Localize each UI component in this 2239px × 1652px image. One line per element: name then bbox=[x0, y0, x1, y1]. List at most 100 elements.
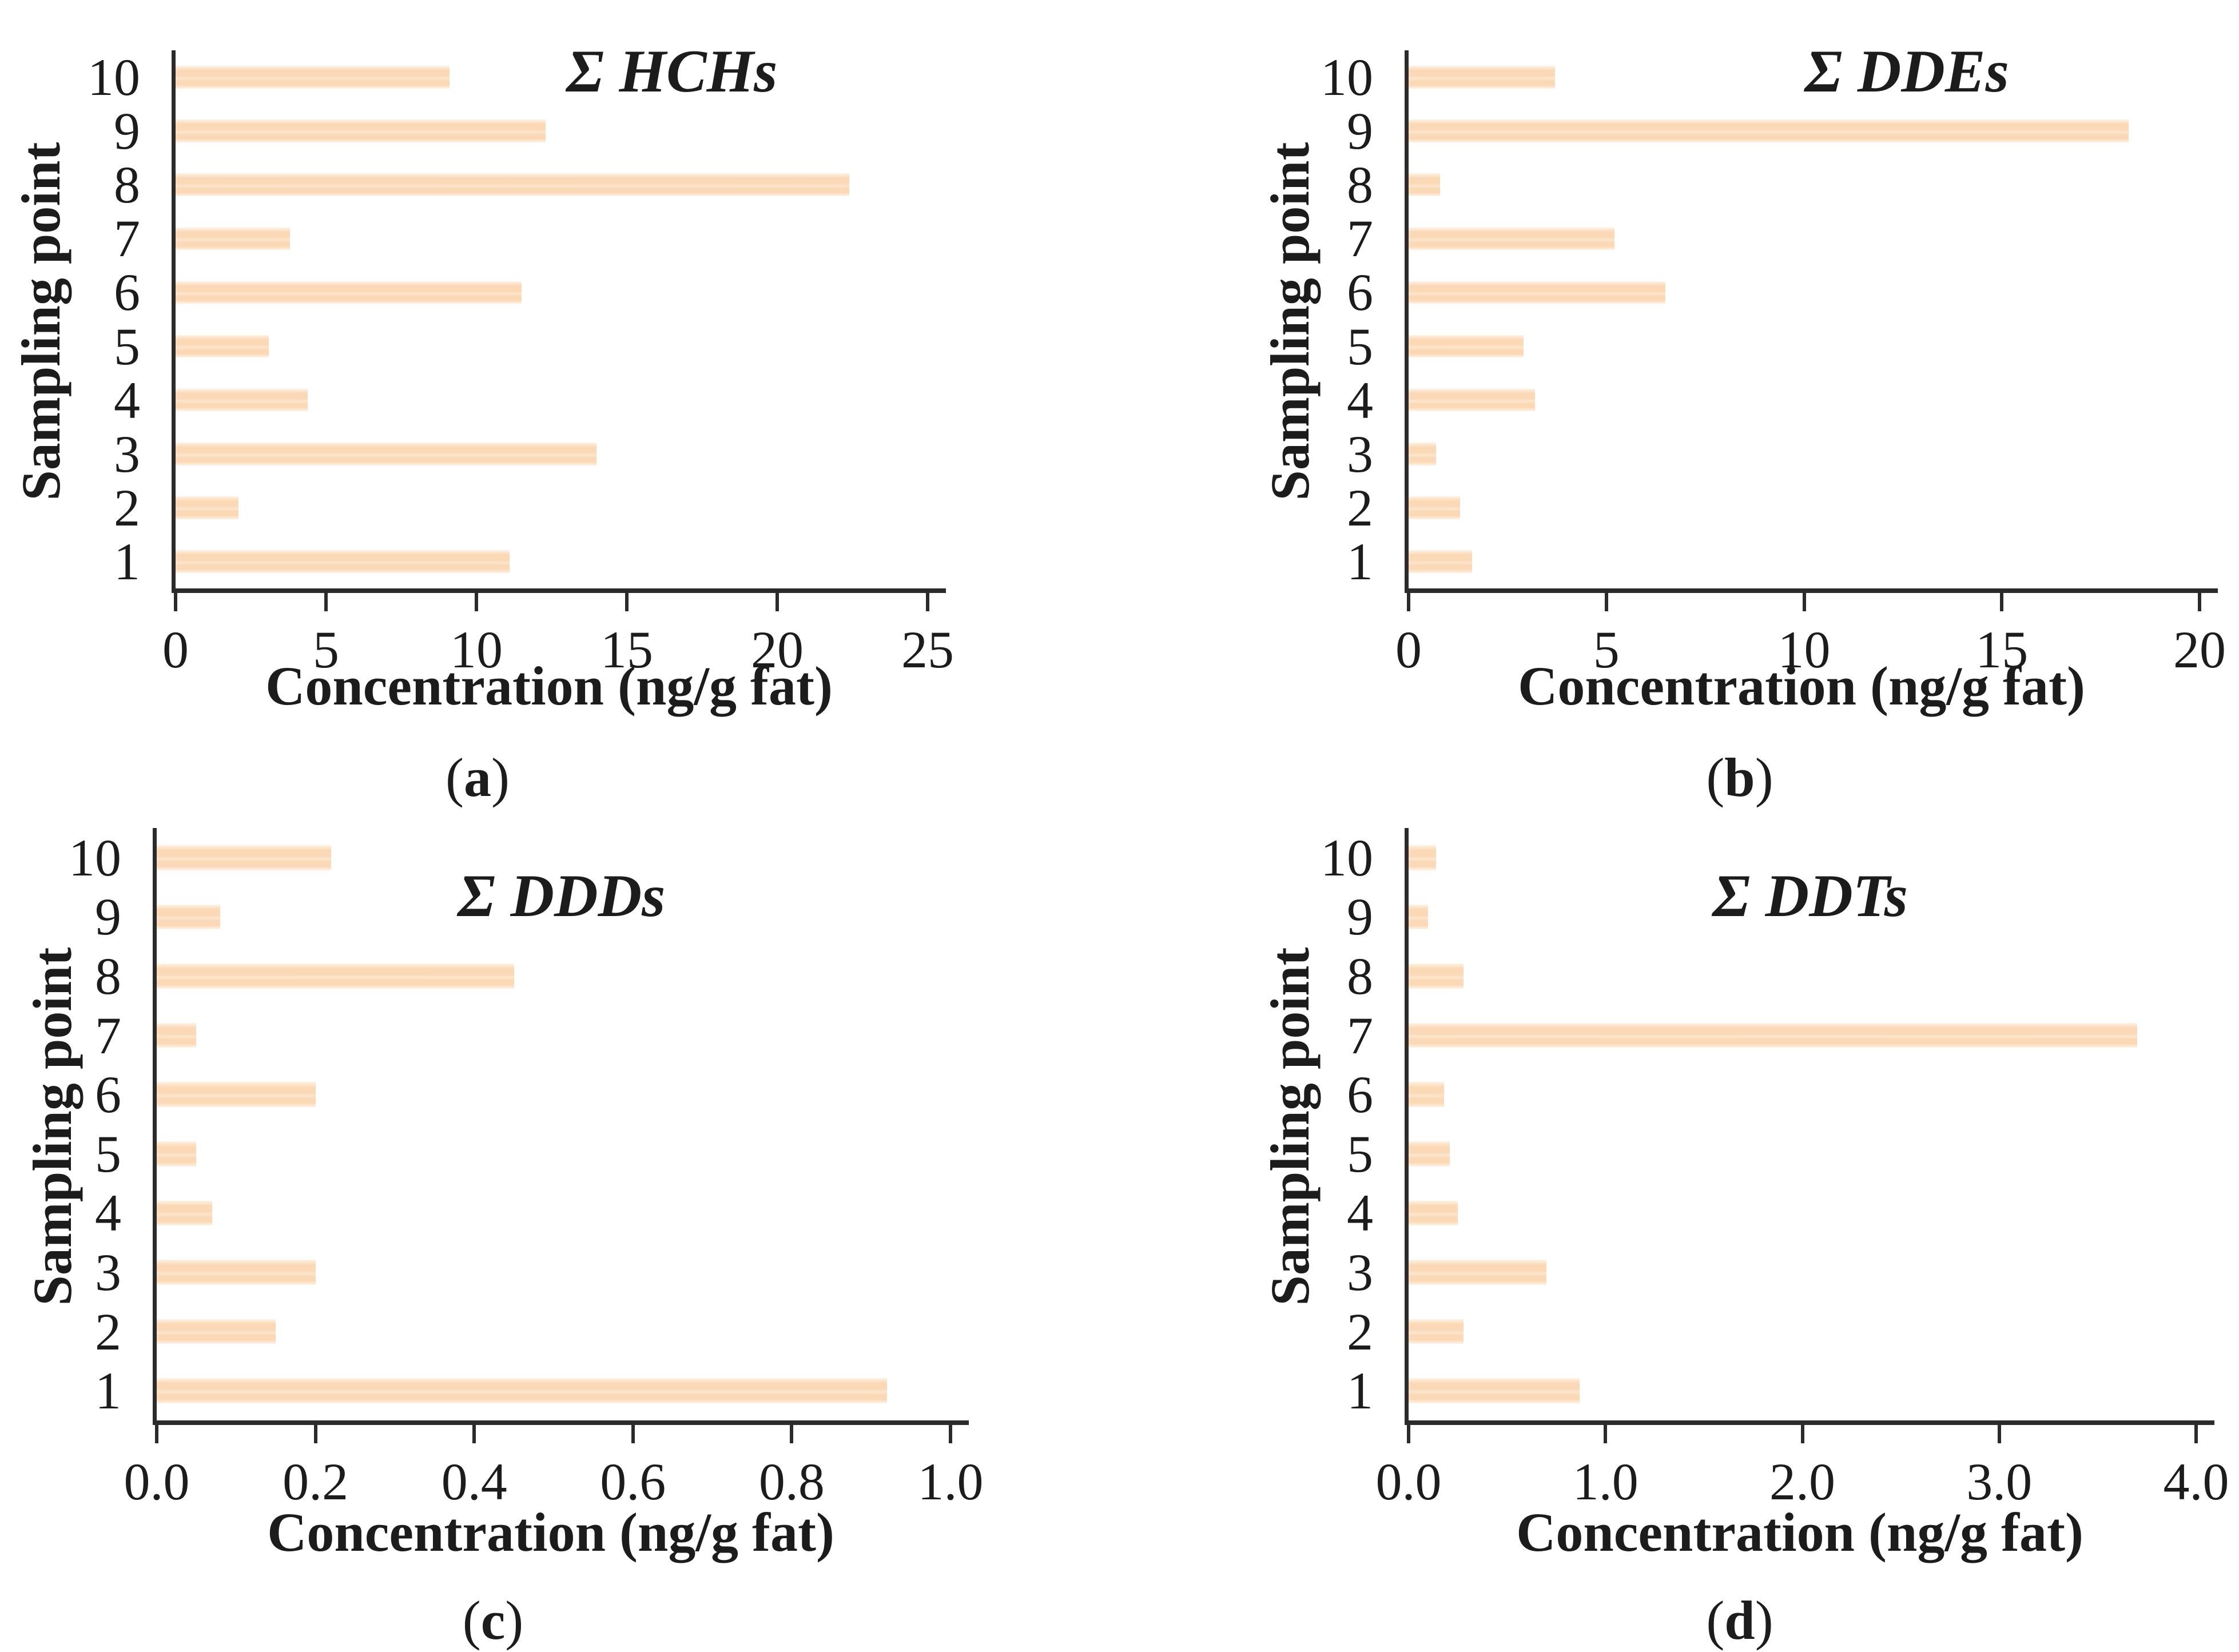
x-tick-label: 5 bbox=[1593, 620, 1620, 679]
chart-panel-b: Sampling point Σ DDEs 10 9 8 7 6 5 4 3 2 1 0 5 10 15… bbox=[1120, 0, 2239, 826]
x-tick-label: 0.2 bbox=[283, 1452, 349, 1511]
bar-point-7 bbox=[157, 1022, 197, 1048]
x-axis-title: Concentration (ng/g fat) bbox=[267, 1502, 834, 1563]
y-tick-label: 4 bbox=[1347, 371, 1373, 429]
y-tick-label: 2 bbox=[1347, 478, 1373, 537]
y-tick-label: 5 bbox=[95, 1124, 121, 1183]
bar-point-2 bbox=[1409, 1319, 1464, 1344]
plot-area: Σ DDTs 10 9 8 7 6 5 4 3 2 1 0.0 1.0 2.0 3.0 4.0 bbox=[1321, 828, 2229, 1511]
bar-point-2 bbox=[1409, 496, 1460, 519]
bar-point-10 bbox=[176, 66, 450, 89]
bar-point-1 bbox=[1409, 1378, 1580, 1403]
y-tick-label: 5 bbox=[114, 317, 140, 376]
bar-point-3 bbox=[157, 1260, 316, 1285]
x-tick-mark bbox=[1802, 588, 1806, 611]
bar-point-10 bbox=[157, 845, 332, 870]
x-tick-mark bbox=[313, 1420, 317, 1443]
y-tick-label: 10 bbox=[88, 48, 140, 107]
x-tick-mark bbox=[2000, 588, 2004, 611]
bar-point-4 bbox=[1409, 388, 1536, 412]
bar-point-9 bbox=[176, 120, 546, 142]
y-tick-label: 8 bbox=[114, 156, 140, 214]
x-tick-mark bbox=[155, 1420, 158, 1443]
x-axis-ticks: 0.0 1.0 2.0 3.0 4.0 bbox=[1376, 1420, 2229, 1569]
x-tick-label: 4.0 bbox=[2163, 1452, 2229, 1511]
bar-point-10 bbox=[1409, 66, 1555, 89]
x-tick-mark bbox=[625, 588, 629, 611]
x-tick-mark bbox=[324, 588, 328, 611]
y-tick-labels: 10 9 8 7 6 5 4 3 2 1 bbox=[14, 50, 140, 588]
bar-point-4 bbox=[157, 1200, 213, 1226]
x-tick-mark bbox=[1604, 1420, 1608, 1443]
x-tick-mark bbox=[949, 1420, 952, 1443]
x-tick-mark bbox=[926, 588, 929, 611]
y-tick-label: 9 bbox=[1347, 102, 1373, 161]
y-tick-label: 6 bbox=[95, 1065, 121, 1124]
x-tick-label: 2.0 bbox=[1769, 1452, 1835, 1511]
x-tick-label: 1.0 bbox=[1572, 1452, 1639, 1511]
y-tick-label: 6 bbox=[114, 263, 140, 322]
x-tick-label: 0.0 bbox=[124, 1452, 190, 1511]
panel-caption: (b) bbox=[1706, 750, 1773, 805]
y-tick-label: 1 bbox=[114, 532, 140, 591]
y-tick-label: 2 bbox=[114, 478, 140, 537]
y-tick-label: 9 bbox=[114, 102, 140, 161]
bar-point-5 bbox=[1409, 335, 1524, 358]
x-tick-label: 10 bbox=[450, 620, 503, 679]
y-tick-label: 2 bbox=[1347, 1302, 1373, 1361]
bar-point-10 bbox=[1409, 845, 1437, 870]
bar-point-7 bbox=[1409, 227, 1614, 250]
x-tick-mark bbox=[776, 588, 779, 611]
x-tick-mark bbox=[2194, 1420, 2198, 1443]
bar-point-8 bbox=[157, 964, 514, 989]
y-tick-labels: 10 9 8 7 6 5 4 3 2 1 bbox=[1247, 828, 1373, 1420]
plot-area: Σ DDDs 10 9 8 7 6 5 4 3 2 1 0.0 0.2 0.4 0.6 0.8 1.0 bbox=[69, 828, 984, 1511]
bar-point-1 bbox=[1409, 550, 1472, 573]
x-tick-label: 20 bbox=[751, 620, 804, 679]
bar-point-6 bbox=[157, 1082, 316, 1107]
bar-point-3 bbox=[1409, 1260, 1546, 1285]
x-tick-mark bbox=[1800, 1420, 1804, 1443]
caption-paren-close: ) bbox=[1755, 747, 1773, 808]
x-tick-label: 20 bbox=[2173, 620, 2226, 679]
y-tick-label: 6 bbox=[1347, 263, 1373, 322]
caption-paren-close: ) bbox=[491, 747, 510, 808]
y-tick-label: 7 bbox=[1347, 1006, 1373, 1065]
bar-point-8 bbox=[1409, 964, 1464, 989]
y-tick-label: 3 bbox=[1347, 424, 1373, 483]
x-tick-label: 3.0 bbox=[1966, 1452, 2033, 1511]
y-tick-label: 6 bbox=[1347, 1065, 1373, 1124]
bar-point-9 bbox=[1409, 120, 2129, 142]
y-tick-label: 4 bbox=[95, 1184, 121, 1243]
x-axis-ticks: 0 5 10 15 20 bbox=[1395, 588, 2226, 737]
x-tick-mark bbox=[631, 1420, 635, 1443]
x-tick-label: 0 bbox=[1395, 620, 1422, 679]
caption-paren-open: ( bbox=[462, 1590, 481, 1651]
y-tick-label: 2 bbox=[95, 1302, 121, 1361]
bar-point-7 bbox=[1409, 1022, 2137, 1048]
y-tick-label: 10 bbox=[69, 828, 121, 887]
chart-panel-c: Sampling point Σ DDDs 10 9 8 7 6 5 4 3 2 1 0.0 0.2… bbox=[0, 826, 1119, 1652]
x-tick-mark bbox=[790, 1420, 794, 1443]
chart-title: Σ DDTs bbox=[1712, 862, 1908, 929]
x-tick-label: 0.0 bbox=[1375, 1452, 1442, 1511]
caption-paren-open: ( bbox=[1706, 1590, 1725, 1651]
y-tick-label: 7 bbox=[1347, 209, 1373, 268]
x-tick-label: 15 bbox=[1975, 620, 2029, 679]
x-axis-title: Concentration (ng/g fat) bbox=[265, 655, 833, 716]
caption-letter: a bbox=[464, 747, 491, 808]
y-tick-label: 9 bbox=[95, 887, 121, 946]
y-tick-labels: 10 9 8 7 6 5 4 3 2 1 bbox=[1247, 50, 1373, 588]
y-tick-label: 1 bbox=[95, 1362, 121, 1420]
bar-point-5 bbox=[176, 335, 269, 358]
y-tick-label: 10 bbox=[1321, 48, 1373, 107]
y-tick-label: 9 bbox=[1347, 887, 1373, 946]
y-tick-label: 10 bbox=[1321, 828, 1373, 887]
caption-letter: b bbox=[1724, 747, 1755, 808]
y-tick-label: 7 bbox=[95, 1006, 121, 1065]
x-tick-mark bbox=[1407, 1420, 1410, 1443]
x-tick-label: 0.4 bbox=[441, 1452, 507, 1511]
panel-caption: (a) bbox=[446, 750, 510, 805]
y-tick-labels: 10 9 8 7 6 5 4 3 2 1 bbox=[0, 828, 121, 1420]
